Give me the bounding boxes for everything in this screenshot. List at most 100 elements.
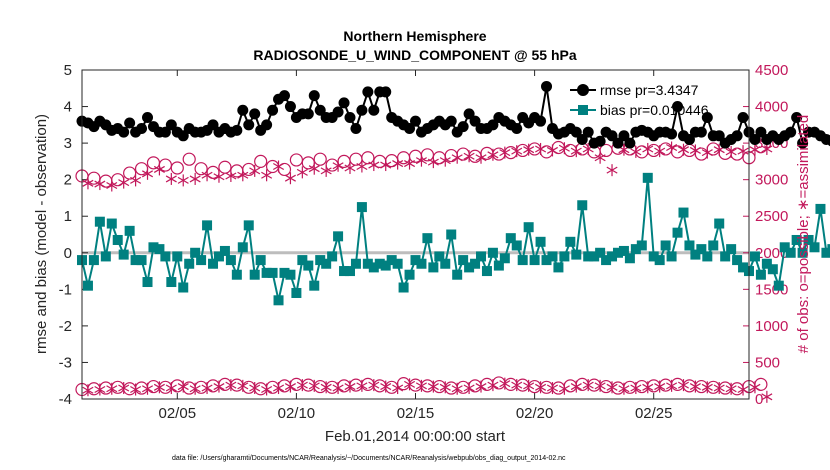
rmse-point (624, 137, 636, 149)
rmse-point (177, 130, 189, 142)
bias-point (160, 251, 171, 262)
left-tick-label: 0 (64, 245, 72, 262)
bias-point (231, 269, 242, 280)
bias-series (77, 172, 830, 306)
obs-assimilated-point (332, 159, 344, 172)
right-tick-label: 0 (755, 391, 763, 408)
obs-assimilated-point (630, 145, 642, 158)
obs-assimilated-point (344, 161, 356, 174)
x-tick-label: 02/15 (397, 405, 435, 422)
obs-possible-point (218, 160, 232, 174)
obs-assimilated-point (689, 380, 701, 393)
obs-assimilated-point (261, 383, 273, 396)
obs-assimilated-point (356, 160, 368, 173)
bias-point (458, 255, 469, 266)
obs-assimilated-point (189, 172, 201, 185)
obs-assimilated-point (463, 150, 475, 163)
bias-point (410, 255, 421, 266)
obs-assimilated-point (141, 167, 154, 180)
obs-assimilated-point (225, 170, 237, 183)
obs-assimilated-point (237, 169, 249, 182)
bias-point (100, 251, 111, 262)
y-axis-label-left: rmse and bias (model - observation) (33, 114, 50, 354)
rmse-point (797, 137, 809, 149)
obs-assimilated-point (404, 378, 416, 391)
obs-assimilated-point (427, 156, 439, 169)
bias-point (589, 251, 600, 262)
rmse-point (261, 119, 273, 131)
bias-point (684, 240, 695, 251)
x-tick-label: 02/10 (278, 405, 316, 422)
rmse-point (576, 133, 588, 145)
right-tick-label: 4500 (755, 62, 788, 79)
rmse-point (594, 135, 606, 147)
obs-assimilated-point (177, 174, 189, 187)
rmse-series (76, 80, 830, 149)
obs-assimilated-point (308, 162, 320, 175)
obs-assimilated-point (535, 142, 547, 155)
obs-assimilated-point (499, 146, 511, 159)
bias-point (583, 251, 594, 262)
obs-assimilated-point (725, 145, 737, 158)
rmse-point (701, 112, 713, 124)
bias-point (261, 267, 272, 278)
bias-point (696, 244, 707, 255)
rmse-point (380, 86, 392, 98)
obs-assimilated-point (749, 143, 761, 156)
left-tick-label: 1 (64, 208, 72, 225)
bias-point (517, 255, 528, 266)
bias-point (666, 251, 677, 262)
bias-point (392, 258, 403, 269)
obs-assimilated-point (308, 379, 320, 392)
obs-assimilated-point (344, 380, 356, 393)
rmse-point (791, 112, 803, 124)
right-tick-label: 3000 (755, 172, 788, 189)
bias-point (213, 251, 224, 262)
bias-point (702, 251, 713, 262)
bias-point (803, 234, 814, 245)
bias-point (607, 251, 618, 262)
obs-assimilated-point (237, 379, 249, 392)
bias-point (202, 220, 213, 231)
rmse-point (541, 80, 553, 92)
obs-assimilated-point (523, 379, 535, 392)
rmse-point (731, 130, 743, 142)
obs-assimilated-point (618, 382, 630, 395)
bias-point (422, 233, 433, 244)
rmse-point (350, 122, 362, 134)
rmse-point (308, 90, 320, 102)
bias-point (94, 216, 105, 227)
bias-point (726, 244, 737, 255)
obs-assimilated-point (165, 172, 177, 185)
obs-assimilated-point (546, 382, 558, 395)
rmse-point (118, 126, 130, 138)
bias-point (339, 266, 350, 277)
bias-point (350, 258, 361, 269)
rmse-point (570, 126, 582, 138)
rmse-point (404, 122, 416, 134)
obs-assimilated-point (165, 382, 177, 395)
bias-point (511, 240, 522, 251)
legend-bias-label: bias pr=0.010446 (600, 102, 709, 118)
obs-assimilated-point (558, 382, 570, 395)
obs-assimilated-point (94, 383, 106, 396)
obs-assimilated-point (189, 382, 201, 395)
obs-assimilated-point (82, 177, 94, 190)
bias-point (416, 258, 427, 269)
bias-point (761, 258, 772, 269)
bias-point (237, 242, 248, 253)
obs-assimilated-point (463, 382, 475, 395)
obs-assimilated-point (213, 170, 225, 183)
left-tick-label: 5 (64, 62, 72, 79)
obs-assimilated-point (487, 148, 499, 161)
obs-assimilated-point (439, 381, 451, 394)
bias-point (791, 234, 802, 245)
obs-assimilated-point (606, 164, 618, 177)
obs-assimilated-point (130, 383, 142, 396)
legend-bias-marker (578, 105, 588, 115)
bias-point (499, 253, 510, 264)
obs-assimilated-point (368, 379, 380, 392)
bias-point (505, 233, 516, 244)
bias-point (577, 200, 588, 211)
